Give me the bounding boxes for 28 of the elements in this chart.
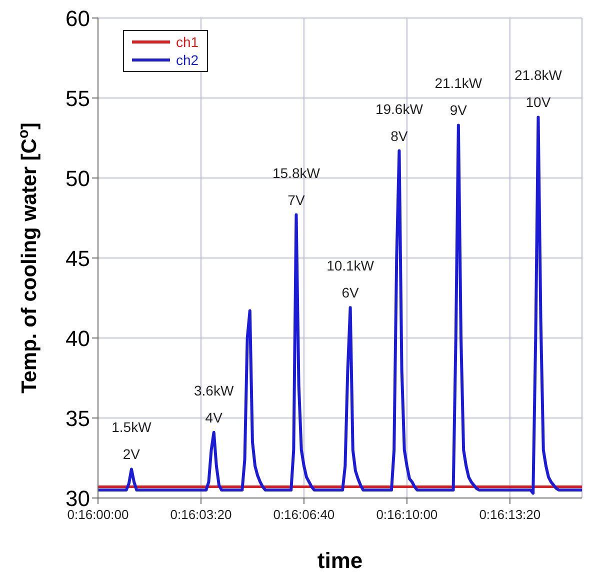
annotation: 10.1kW <box>326 258 375 274</box>
annotation: 6V <box>342 284 360 301</box>
annotation: 8V <box>390 128 408 144</box>
y-tick-label: 55 <box>66 86 90 111</box>
y-tick-label: 60 <box>66 6 90 31</box>
x-tick-label: 0:16:03:20 <box>170 507 232 522</box>
annotation: 21.1kW <box>434 75 483 92</box>
legend-label: ch2 <box>176 51 199 69</box>
legend-label: ch1 <box>176 33 199 51</box>
y-tick-label: 40 <box>66 326 90 351</box>
x-tick-label: 0:16:13:20 <box>479 507 541 522</box>
x-tick-label: 0:16:10:00 <box>376 507 438 522</box>
annotation: 1.5kW <box>112 419 152 436</box>
annotation: 21.8kW <box>514 67 563 84</box>
y-tick-label: 50 <box>66 166 90 191</box>
annotation: 19.6kW <box>375 100 424 117</box>
x-axis-title: time <box>317 548 363 573</box>
annotation: 15.8kW <box>272 164 321 181</box>
annotation: 2V <box>122 446 141 462</box>
annotation: 4V <box>205 409 224 426</box>
y-tick-label: 45 <box>66 246 90 271</box>
x-tick-label: 0:16:06:40 <box>273 507 335 522</box>
y-tick-label: 35 <box>66 406 90 431</box>
annotation: 3.6kW <box>194 382 234 398</box>
annotation: 7V <box>288 192 306 208</box>
line-series <box>98 116 582 495</box>
annotation: 9V <box>450 102 468 118</box>
annotation: 10V <box>526 94 552 110</box>
